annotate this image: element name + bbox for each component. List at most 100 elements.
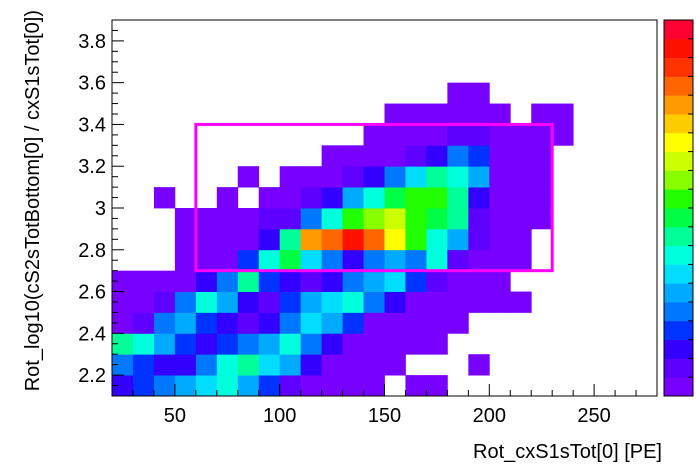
heatmap-cell [195, 208, 218, 230]
heatmap-cell [342, 270, 364, 292]
heatmap-cell [112, 291, 134, 313]
heatmap-cell [237, 270, 260, 292]
heatmap-cell [112, 270, 134, 292]
colorbar-swatch [664, 114, 693, 134]
heatmap-cell [426, 228, 448, 251]
heatmap-cell [300, 312, 323, 334]
heatmap-cell [258, 187, 281, 209]
heatmap-cell [363, 228, 385, 251]
heatmap-cell [300, 228, 323, 251]
heatmap-cell [279, 312, 302, 334]
heatmap-cell [384, 103, 406, 125]
heatmap-cell [216, 228, 239, 251]
colorbar-swatch [664, 264, 693, 284]
heatmap-cell [153, 187, 176, 209]
heatmap-cell [426, 145, 448, 167]
heatmap-cell [258, 375, 281, 397]
heatmap-cell [342, 333, 364, 355]
heatmap-cell [426, 208, 448, 230]
heatmap-cell [279, 333, 302, 355]
colorbar-swatch [664, 76, 693, 96]
y-tick-label: 2.8 [78, 240, 106, 262]
heatmap-cell [405, 375, 427, 397]
heatmap-cell [405, 166, 427, 188]
colorbar-swatch [664, 57, 693, 77]
heatmap-cell [216, 354, 239, 376]
heatmap-cell [531, 187, 553, 209]
heatmap-cell [342, 312, 364, 334]
heatmap-cell [321, 270, 343, 292]
heatmap-cell [363, 375, 385, 397]
heatmap-cell [384, 249, 406, 272]
heatmap-cell [468, 291, 490, 313]
heatmap-cell [112, 354, 134, 376]
heatmap-cell [132, 312, 155, 334]
heatmap-cell [531, 124, 553, 146]
y-axis-label: Rot_log10(cS2sTotBottom[0] / cxS1sTot[0]… [22, 10, 44, 391]
heatmap-cell [447, 291, 469, 313]
heatmap-cell [174, 208, 197, 230]
heatmap-cell [363, 354, 385, 376]
heatmap-cell [447, 312, 469, 334]
heatmap-cell [447, 208, 469, 230]
heatmap-cell [153, 375, 176, 397]
heatmap-cell [112, 312, 134, 334]
colorbar-swatch [664, 320, 693, 340]
y-tick-label: 2.6 [78, 282, 106, 304]
heatmap-cell [321, 166, 343, 188]
heatmap-cell [321, 312, 343, 334]
heatmap-cell [195, 249, 218, 272]
heatmap-cell [321, 375, 343, 397]
colorbar [663, 19, 694, 397]
heatmap-cell [405, 103, 427, 125]
heatmap-cell [489, 228, 511, 251]
heatmap-cell [363, 208, 385, 230]
heatmap-cell [468, 124, 490, 146]
heatmap-cell [321, 333, 343, 355]
y-axis: 2.2 2.4 2.6 2.8 3 3.2 3.4 3.6 3.8 [78, 19, 124, 397]
heatmap-cell [447, 124, 469, 146]
heatmap-cell [363, 333, 385, 355]
heatmap-cell [384, 312, 406, 334]
heatmap-cell [342, 228, 364, 251]
heatmap-cell [195, 270, 218, 292]
heatmap-cell [531, 166, 553, 188]
heatmap-cell [552, 124, 574, 146]
heatmap-cell [153, 291, 176, 313]
heatmap-cell [426, 375, 448, 397]
heatmap-cell [279, 208, 302, 230]
y-tick-label: 3.8 [78, 31, 106, 53]
heatmap-cell [468, 354, 490, 376]
heatmap-cell [447, 187, 469, 209]
heatmap-cell [132, 333, 155, 355]
heatmap-cell [216, 291, 239, 313]
heatmap-cell [363, 249, 385, 272]
heatmap-cell [405, 291, 427, 313]
heatmap-cell [279, 354, 302, 376]
heatmap-cell [174, 333, 197, 355]
heatmap-cell [132, 375, 155, 397]
heatmap-cell [258, 208, 281, 230]
heatmap-cell [153, 312, 176, 334]
heatmap-cell [195, 291, 218, 313]
colorbar-swatch [664, 95, 693, 115]
heatmap-cell [426, 103, 448, 125]
heatmap-cell [300, 270, 323, 292]
heatmap-cell [174, 375, 197, 397]
heatmap-cell [321, 291, 343, 313]
heatmap-cell [426, 270, 448, 292]
heatmap-cell [258, 228, 281, 251]
heatmap-cell [363, 124, 385, 146]
heatmap-cell [300, 354, 323, 376]
heatmap-cell [363, 270, 385, 292]
heatmap-cell [384, 208, 406, 230]
heatmap-cell [174, 354, 197, 376]
heatmap-cell [321, 228, 343, 251]
heatmap-cell [153, 333, 176, 355]
heatmap-cell [300, 249, 323, 272]
heatmap-cell [447, 103, 469, 125]
colorbar-swatch [664, 189, 693, 209]
heatmap-cell [468, 82, 490, 104]
heatmap-cell [384, 124, 406, 146]
y-tick-label: 2.2 [78, 365, 106, 387]
